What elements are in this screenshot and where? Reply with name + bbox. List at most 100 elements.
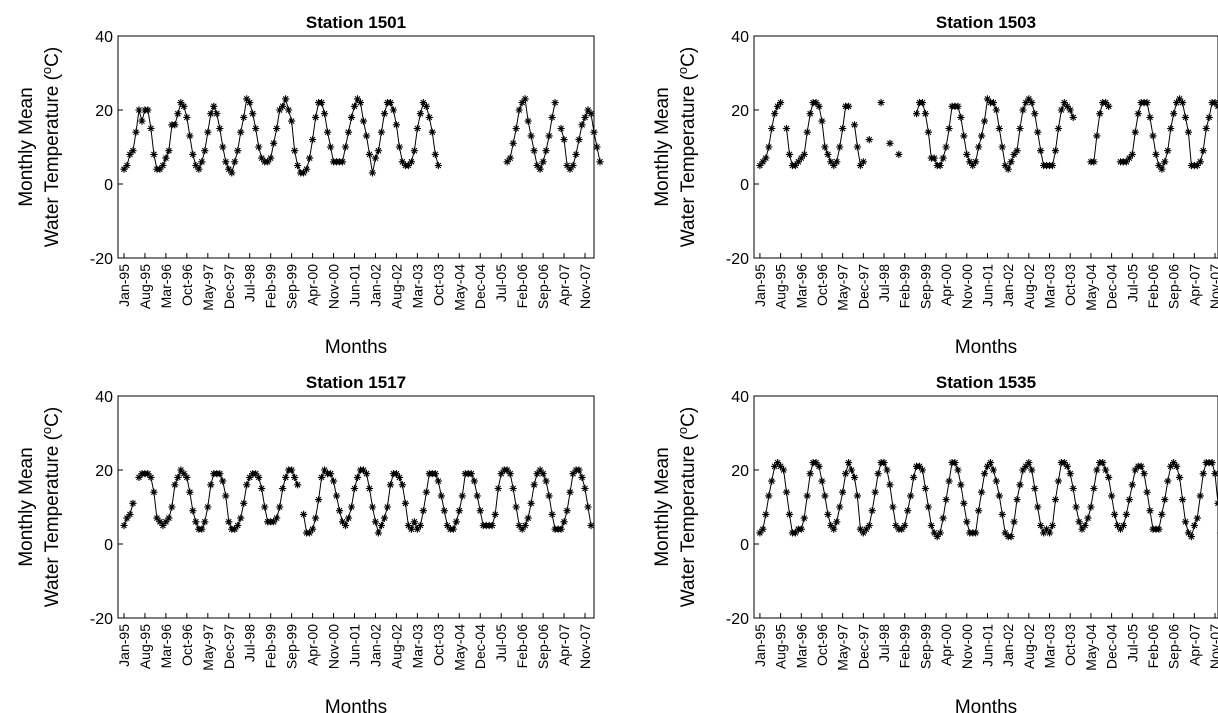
y-axis-label-line1: Monthly Mean — [16, 447, 37, 566]
data-point — [566, 165, 574, 173]
data-point — [1199, 147, 1207, 155]
x-tick-label: Feb-06 — [514, 624, 530, 669]
data-point — [225, 518, 233, 526]
x-tick-label: Jan-02 — [1000, 264, 1016, 307]
data-point — [1001, 161, 1009, 170]
data-point — [1152, 150, 1160, 158]
data-point — [404, 161, 412, 170]
data-point — [850, 473, 859, 481]
x-tick-label: Sep-06 — [1166, 624, 1182, 669]
data-point — [977, 132, 986, 140]
data-point — [833, 518, 841, 526]
data-point — [1075, 518, 1083, 526]
data-point — [282, 473, 290, 481]
data-point — [1066, 470, 1074, 478]
data-point — [569, 161, 577, 170]
x-tick-label: Jul-05 — [1124, 624, 1140, 662]
data-point — [818, 117, 826, 125]
data-point — [210, 102, 218, 110]
data-point — [590, 128, 598, 136]
data-point — [539, 158, 547, 166]
x-tick-label: Mar-03 — [409, 624, 425, 669]
data-point — [821, 143, 829, 151]
data-point — [452, 518, 460, 526]
data-point — [1102, 99, 1110, 107]
data-point — [548, 510, 556, 518]
data-point — [1040, 529, 1048, 537]
data-point — [886, 481, 894, 489]
data-point — [527, 132, 535, 140]
data-point — [830, 161, 838, 170]
data-point — [815, 462, 823, 470]
data-point — [189, 150, 197, 158]
data-point — [314, 496, 323, 504]
data-point — [246, 473, 254, 481]
x-tick-label: Apr-07 — [556, 264, 572, 306]
data-point — [353, 473, 362, 481]
data-point — [225, 165, 233, 173]
data-point — [1155, 161, 1163, 170]
data-point — [1196, 158, 1204, 166]
data-point — [171, 481, 179, 489]
data-point — [815, 102, 823, 110]
data-point — [380, 514, 389, 522]
y-axis-label-text: Water Temperature ( — [42, 73, 63, 247]
y-tick-label: 40 — [731, 389, 749, 406]
data-point — [317, 99, 326, 107]
x-tick-label: Sep-06 — [535, 624, 551, 669]
data-point — [503, 466, 511, 474]
data-point — [771, 110, 779, 118]
x-tick-label: Jun-01 — [979, 624, 995, 667]
data-point — [1214, 499, 1218, 507]
x-tick-label: Jul-05 — [1124, 264, 1140, 302]
data-point — [404, 521, 412, 530]
data-point — [1025, 95, 1033, 103]
data-point — [992, 106, 1000, 114]
data-point — [1066, 106, 1074, 114]
data-point — [159, 521, 167, 530]
data-point — [1190, 521, 1198, 530]
data-point — [1113, 521, 1122, 530]
data-point — [308, 525, 317, 533]
data-point — [782, 124, 791, 133]
data-point — [975, 507, 983, 515]
data-point — [222, 492, 230, 500]
x-tick-label: Nov-07 — [577, 624, 593, 669]
data-point — [824, 510, 832, 518]
x-tick-label: Oct-96 — [179, 264, 195, 306]
data-point — [503, 158, 511, 166]
x-tick-label: Apr-00 — [938, 624, 954, 666]
data-point — [1108, 492, 1116, 500]
data-point — [195, 165, 203, 173]
data-point — [183, 473, 191, 481]
x-tick-label: Oct-03 — [430, 264, 446, 306]
data-point — [380, 110, 389, 118]
data-point — [1143, 99, 1151, 107]
x-tick-label: Jan-95 — [116, 624, 132, 667]
data-point — [1034, 128, 1042, 136]
y-axis-label-unit: C) — [42, 47, 63, 67]
data-point — [983, 95, 992, 103]
data-point — [240, 113, 248, 121]
data-point — [162, 154, 170, 162]
data-point — [1128, 150, 1136, 158]
x-tick-label: Jul-98 — [876, 264, 892, 302]
x-tick-label: Dec-97 — [221, 624, 237, 669]
data-point — [219, 477, 227, 485]
x-tick-label: Apr-07 — [1186, 624, 1202, 666]
data-point — [216, 470, 224, 478]
data-point — [533, 470, 541, 478]
data-point — [883, 466, 891, 474]
data-point — [291, 147, 299, 155]
data-point — [443, 521, 451, 530]
data-point — [785, 510, 794, 518]
x-tick-label: Feb-06 — [514, 264, 530, 309]
data-point — [371, 518, 380, 526]
x-tick-label: Aug-95 — [137, 624, 153, 669]
x-tick-label: Jan-02 — [367, 624, 383, 667]
data-point — [898, 525, 906, 533]
x-tick-label: Jul-05 — [493, 624, 509, 662]
data-point — [853, 143, 862, 151]
data-point — [413, 124, 421, 133]
data-point — [830, 525, 838, 533]
